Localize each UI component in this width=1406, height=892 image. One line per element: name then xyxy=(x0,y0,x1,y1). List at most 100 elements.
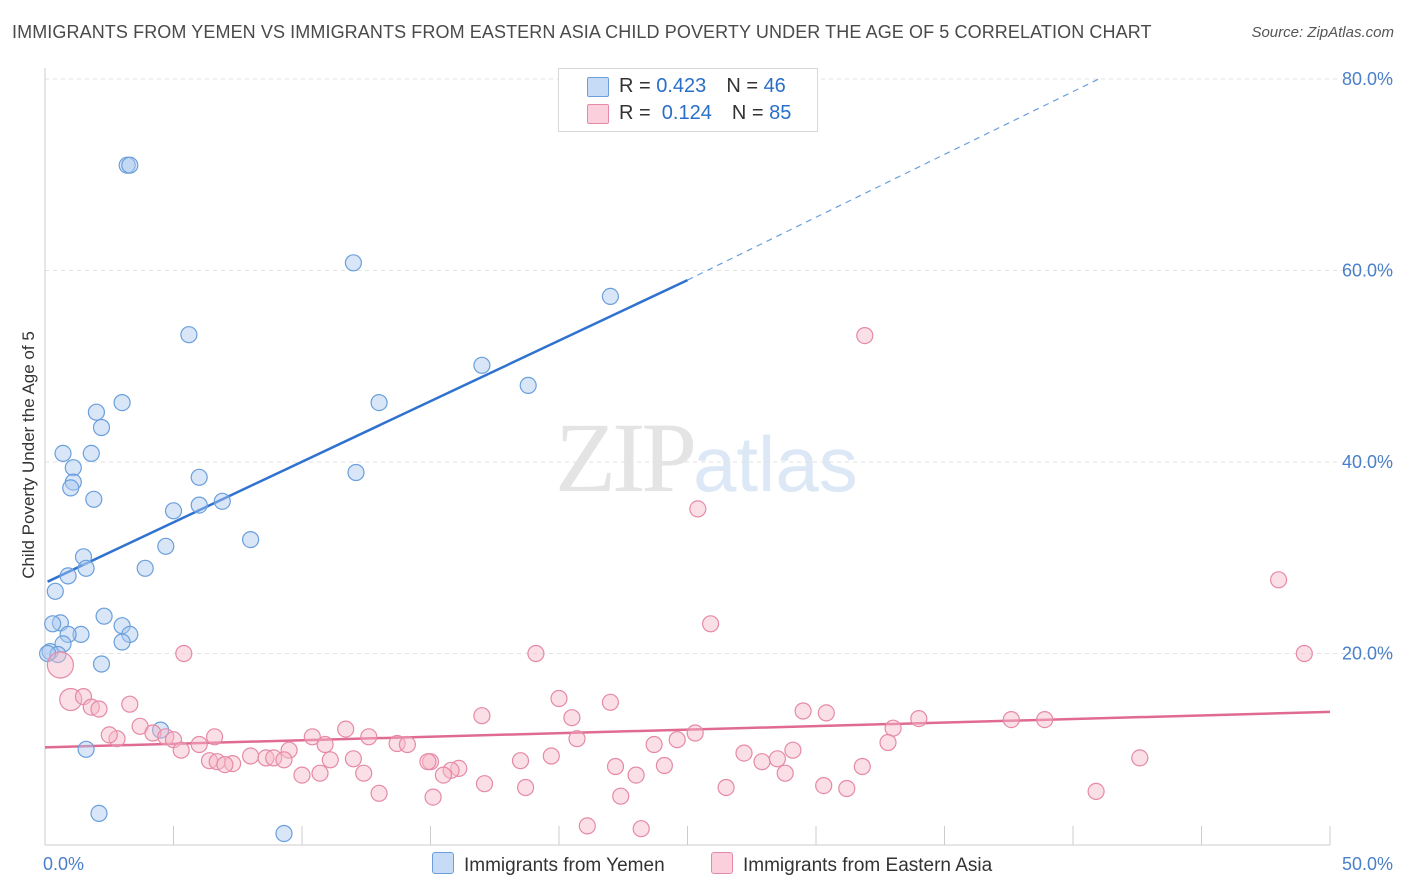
point-eastern-asia xyxy=(1269,571,1288,589)
point-eastern-asia xyxy=(321,751,339,769)
watermark-atlas: atlas xyxy=(693,420,858,508)
point-yemen xyxy=(157,537,175,555)
point-yemen xyxy=(190,468,208,486)
y-tick-label: 40.0% xyxy=(1342,452,1393,472)
point-eastern-asia xyxy=(606,757,625,776)
watermark-zip: ZIP xyxy=(555,402,697,513)
point-eastern-asia xyxy=(265,749,283,767)
point-yemen xyxy=(275,824,293,843)
point-yemen xyxy=(54,444,72,462)
point-eastern-asia xyxy=(753,753,771,771)
legend-swatch-eastern-asia xyxy=(587,104,609,124)
point-eastern-asia xyxy=(612,787,630,805)
point-eastern-asia xyxy=(398,735,416,754)
legend-n-value: 46 xyxy=(763,75,786,97)
point-eastern-asia xyxy=(303,728,321,746)
legend-r-value: 0.124 xyxy=(656,102,712,124)
point-eastern-asia xyxy=(856,327,874,345)
point-yemen xyxy=(82,444,100,462)
point-yemen xyxy=(85,490,103,508)
point-yemen xyxy=(180,326,198,344)
point-eastern-asia xyxy=(90,700,108,718)
point-eastern-asia xyxy=(645,735,663,754)
trend-lines xyxy=(44,78,1331,749)
axes xyxy=(44,68,1331,846)
point-eastern-asia xyxy=(884,719,902,737)
point-eastern-asia xyxy=(121,695,139,713)
point-yemen xyxy=(344,254,362,272)
x-tick-label-min: 0.0% xyxy=(43,854,84,874)
point-eastern-asia xyxy=(511,752,530,770)
point-yemen xyxy=(113,394,131,412)
point-eastern-asia xyxy=(475,775,494,793)
legend-item-yemen: Immigrants from Yemen xyxy=(432,852,665,877)
point-yemen xyxy=(519,376,537,394)
point-yemen xyxy=(601,287,620,305)
point-eastern-asia xyxy=(601,693,620,711)
point-yemen xyxy=(92,655,111,673)
point-eastern-asia xyxy=(1131,749,1149,767)
point-eastern-asia xyxy=(311,764,329,782)
point-eastern-asia xyxy=(527,644,545,663)
point-eastern-asia xyxy=(815,776,833,795)
point-yemen xyxy=(95,607,113,625)
y-tick-label: 60.0% xyxy=(1342,261,1393,281)
tick-labels: 20.0% 40.0% 60.0% 80.0% 0.0% 50.0% xyxy=(43,69,1393,874)
point-eastern-asia xyxy=(355,764,373,782)
point-eastern-asia xyxy=(516,778,535,797)
y-tick-label: 20.0% xyxy=(1342,644,1393,664)
point-yemen xyxy=(473,356,491,374)
point-yemen xyxy=(87,403,106,421)
trend-line-yemen xyxy=(47,278,689,583)
point-eastern-asia xyxy=(1087,782,1105,801)
y-axis-label: Child Poverty Under the Age of 5 xyxy=(19,331,38,579)
legend-n-label: N = xyxy=(731,102,770,124)
point-eastern-asia xyxy=(542,747,560,765)
legend-item-eastern-asia: Immigrants from Eastern Asia xyxy=(711,852,992,877)
point-eastern-asia xyxy=(144,724,162,742)
point-eastern-asia xyxy=(1295,644,1313,663)
y-tick-label: 80.0% xyxy=(1342,69,1393,89)
point-eastern-asia xyxy=(190,735,208,754)
point-yemen xyxy=(190,496,208,514)
x-tick-label-max: 50.0% xyxy=(1342,854,1393,874)
point-eastern-asia xyxy=(717,778,735,797)
point-eastern-asia xyxy=(337,720,355,738)
point-eastern-asia xyxy=(655,756,674,775)
legend-r-label: R = xyxy=(619,75,657,97)
stats-legend: R = 0.423 N = 46 R = 0.124 N = 85 xyxy=(558,68,818,132)
point-eastern-asia xyxy=(689,500,707,518)
point-eastern-asia xyxy=(242,747,260,765)
point-eastern-asia xyxy=(563,709,581,727)
point-eastern-asia xyxy=(879,733,897,752)
point-eastern-asia xyxy=(316,735,334,754)
chart-title: IMMIGRANTS FROM YEMEN VS IMMIGRANTS FROM… xyxy=(12,22,1152,42)
point-yemen xyxy=(136,559,154,577)
point-eastern-asia xyxy=(578,817,596,835)
bottom-legend-swatch-yemen xyxy=(432,852,454,874)
bottom-legend-label-eastern-asia: Immigrants from Eastern Asia xyxy=(743,855,993,876)
point-yemen xyxy=(77,740,95,758)
point-eastern-asia xyxy=(632,820,650,838)
point-yemen xyxy=(164,502,183,520)
point-eastern-asia xyxy=(668,731,686,749)
point-eastern-asia xyxy=(275,751,293,769)
point-eastern-asia xyxy=(735,744,753,762)
point-eastern-asia xyxy=(424,788,442,806)
point-eastern-asia xyxy=(216,755,234,774)
legend-swatch-yemen xyxy=(587,77,609,97)
point-eastern-asia xyxy=(817,704,835,722)
bottom-legend-label-yemen: Immigrants from Yemen xyxy=(464,855,665,876)
point-yemen xyxy=(64,459,82,477)
point-yemen xyxy=(242,530,260,549)
point-eastern-asia xyxy=(293,766,311,784)
point-eastern-asia xyxy=(910,709,928,728)
point-yemen xyxy=(113,633,131,651)
legend-n-value: 85 xyxy=(769,102,792,124)
point-yemen xyxy=(347,463,365,482)
point-eastern-asia xyxy=(776,764,794,782)
point-yemen xyxy=(77,559,95,577)
point-eastern-asia xyxy=(419,753,437,771)
point-yemen xyxy=(92,418,111,437)
